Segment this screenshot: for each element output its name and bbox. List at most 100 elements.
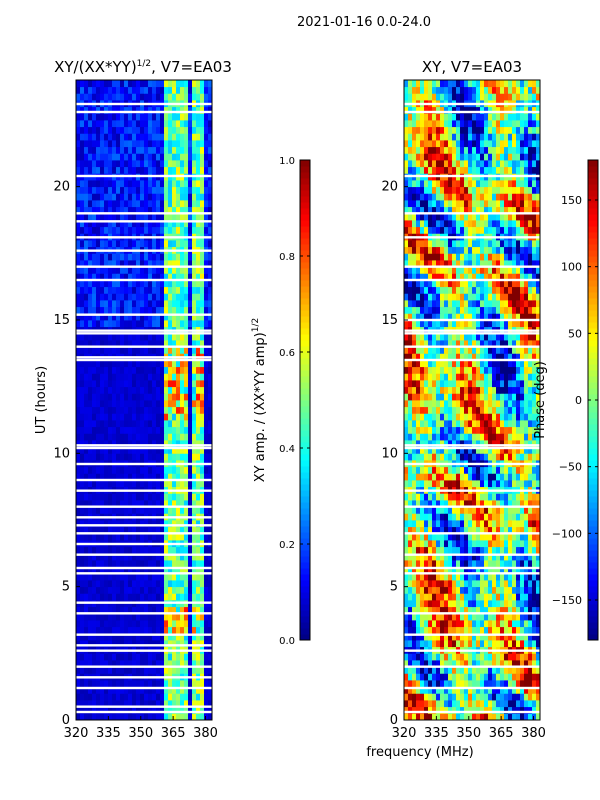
heatmap-cell: [144, 586, 149, 594]
heatmap-cell: [456, 640, 461, 648]
heatmap-cell: [488, 713, 493, 721]
heatmap-cell: [164, 153, 169, 161]
heatmap-cell: [448, 473, 453, 481]
heatmap-cell: [504, 480, 509, 488]
heatmap-cell: [204, 340, 209, 348]
heatmap-cell: [160, 380, 165, 388]
heatmap-cell: [528, 540, 533, 548]
heatmap-cell: [424, 693, 429, 701]
heatmap-cell: [80, 613, 85, 621]
heatmap-cell: [420, 513, 425, 521]
heatmap-cell: [480, 653, 485, 661]
heatmap-cell: [188, 320, 193, 328]
heatmap-cell: [476, 493, 481, 501]
heatmap-cell: [156, 526, 161, 534]
heatmap-cell: [404, 466, 409, 474]
heatmap-cell: [424, 660, 429, 668]
heatmap-cell: [468, 500, 473, 508]
heatmap-cell: [428, 660, 433, 668]
heatmap-cell: [172, 153, 177, 161]
heatmap-cell: [208, 546, 213, 554]
heatmap-cell: [80, 466, 85, 474]
heatmap-cell: [108, 386, 113, 394]
heatmap-cell: [80, 286, 85, 294]
heatmap-cell: [432, 500, 437, 508]
heatmap-cell: [204, 586, 209, 594]
heatmap-cell: [440, 426, 445, 434]
colorbar-segment: [300, 490, 310, 497]
heatmap-cell: [196, 680, 201, 688]
heatmap-cell: [460, 493, 465, 501]
heatmap-cell: [416, 493, 421, 501]
heatmap-cell: [436, 493, 441, 501]
heatmap-cell: [200, 553, 205, 561]
heatmap-cell: [460, 553, 465, 561]
heatmap-cell: [80, 240, 85, 248]
heatmap-cell: [180, 546, 185, 554]
heatmap-cell: [84, 713, 89, 721]
heatmap-cell: [204, 346, 209, 354]
heatmap-cell: [496, 453, 501, 461]
heatmap-cell: [416, 693, 421, 701]
heatmap-cell: [180, 213, 185, 221]
heatmap-cell: [196, 473, 201, 481]
heatmap-cell: [104, 580, 109, 588]
heatmap-cell: [164, 320, 169, 328]
heatmap-cell: [512, 533, 517, 541]
heatmap-cell: [528, 606, 533, 614]
heatmap-cell: [128, 680, 133, 688]
heatmap-cell: [512, 526, 517, 534]
heatmap-cell: [188, 166, 193, 174]
heatmap-cell: [108, 240, 113, 248]
heatmap-cell: [96, 446, 101, 454]
heatmap-cell: [428, 633, 433, 641]
heatmap-cell: [148, 193, 153, 201]
heatmap-cell: [472, 706, 477, 714]
heatmap-cell: [416, 520, 421, 528]
heatmap-cell: [92, 573, 97, 581]
heatmap-cell: [132, 560, 137, 568]
heatmap-cell: [444, 453, 449, 461]
heatmap-cell: [456, 480, 461, 488]
heatmap-cell: [148, 360, 153, 368]
heatmap-cell: [460, 480, 465, 488]
heatmap-cell: [480, 693, 485, 701]
heatmap-cell: [488, 613, 493, 621]
heatmap-cell: [156, 620, 161, 628]
heatmap-cell: [532, 433, 537, 441]
heatmap-cell: [80, 500, 85, 508]
heatmap-cell: [152, 286, 157, 294]
heatmap-cell: [516, 426, 521, 434]
colorbar-segment: [300, 256, 310, 263]
heatmap-cell: [136, 660, 141, 668]
heatmap-cell: [112, 466, 117, 474]
heatmap-cell: [168, 620, 173, 628]
heatmap-cell: [120, 613, 125, 621]
heatmap-cell: [120, 466, 125, 474]
heatmap-cell: [104, 180, 109, 188]
heatmap-cell: [160, 413, 165, 421]
heatmap-cell: [204, 273, 209, 281]
heatmap-cell: [104, 553, 109, 561]
heatmap-cell: [452, 626, 457, 634]
heatmap-cell: [108, 113, 113, 121]
heatmap-cell: [148, 500, 153, 508]
heatmap-cell: [124, 300, 129, 308]
heatmap-cell: [188, 660, 193, 668]
heatmap-cell: [108, 506, 113, 514]
heatmap-cell: [140, 546, 145, 554]
heatmap-cell: [164, 693, 169, 701]
heatmap-cell: [168, 406, 173, 414]
heatmap-cell: [196, 426, 201, 434]
heatmap-cell: [416, 513, 421, 521]
heatmap-cell: [148, 106, 153, 114]
heatmap-cell: [100, 613, 105, 621]
y-tick-label: 10: [53, 446, 70, 461]
heatmap-cell: [168, 613, 173, 621]
heatmap-cell: [472, 593, 477, 601]
heatmap-cell: [140, 573, 145, 581]
heatmap-cell: [152, 680, 157, 688]
heatmap-cell: [160, 133, 165, 141]
heatmap-cell: [520, 480, 525, 488]
